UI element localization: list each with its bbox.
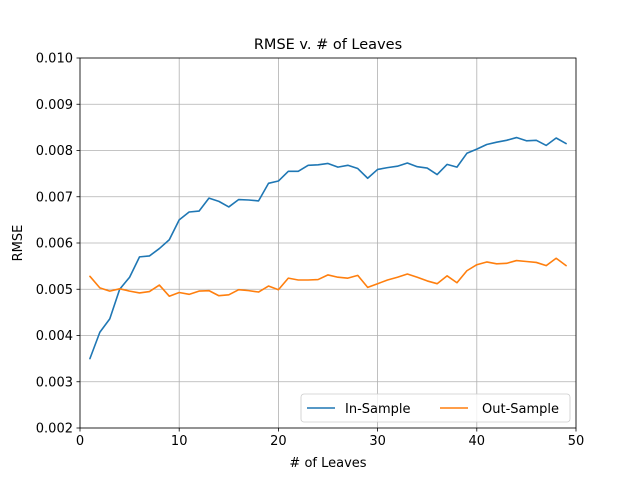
y-tick-label: 0.010: [36, 52, 73, 67]
x-axis-label: # of Leaves: [289, 456, 366, 471]
chart-title: RMSE v. # of Leaves: [254, 37, 402, 53]
y-tick-label: 0.008: [36, 144, 73, 159]
x-tick-label: 10: [171, 434, 188, 449]
y-tick-label: 0.006: [36, 237, 73, 252]
x-tick-label: 20: [270, 434, 287, 449]
y-tick-label: 0.005: [36, 283, 73, 298]
y-axis-label: RMSE: [11, 225, 26, 262]
x-tick-label: 40: [469, 434, 486, 449]
legend-box: [300, 393, 571, 423]
legend-label-in-sample: In-Sample: [345, 402, 411, 417]
x-axis-ticks: 0 10 20 30 40 50: [76, 428, 584, 449]
series-lines: [89, 136, 567, 360]
y-tick-label: 0.007: [36, 190, 73, 205]
y-tick-label: 0.004: [36, 329, 73, 344]
series-line-out-sample: [89, 257, 567, 297]
y-tick-label: 0.003: [36, 375, 73, 390]
y-tick-label: 0.002: [36, 422, 73, 437]
y-tick-label: 0.009: [36, 98, 73, 113]
x-tick-label: 50: [568, 434, 585, 449]
x-tick-label: 30: [369, 434, 386, 449]
x-tick-label: 0: [76, 434, 84, 449]
series-line-in-sample: [89, 136, 567, 360]
legend: In-Sample Out-Sample: [300, 393, 571, 423]
legend-label-out-sample: Out-Sample: [482, 402, 559, 417]
y-axis-ticks: 0.002 0.003 0.004 0.005 0.006 0.007 0.008 0.009…: [36, 52, 80, 437]
